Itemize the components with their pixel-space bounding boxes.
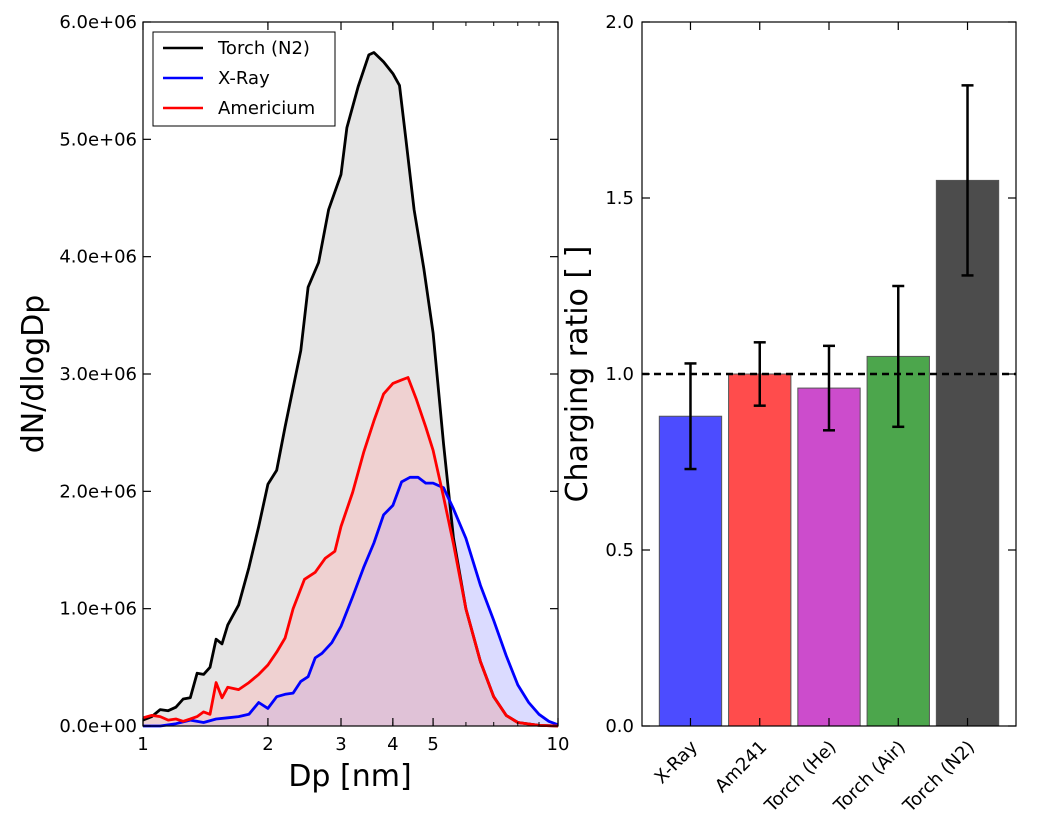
bars — [658, 179, 1000, 727]
y-tick-label: 5.0e+06 — [59, 129, 137, 150]
y-tick-label: 1.0e+06 — [59, 599, 137, 620]
error-bars — [684, 84, 974, 471]
series-lines — [142, 51, 559, 728]
area-americium — [143, 377, 558, 726]
y-tick-label: 3.0e+06 — [59, 364, 137, 385]
y-tick-label: 1.0 — [605, 364, 634, 385]
line-americium — [142, 376, 559, 728]
y-tick-label: 6.0e+06 — [59, 12, 137, 33]
y-tick-label: 0.0e+00 — [59, 716, 137, 737]
x-tick-label: 1 — [137, 734, 148, 755]
line-torch-n2 — [142, 51, 559, 728]
axis-ticks: 1 2 3 4 5 10 0.0e+00 1.0e+06 2.0e+06 3.0e+06 4.0e+… — [59, 12, 569, 755]
bar-torch-he — [797, 387, 861, 727]
legend-label-americium: Americium — [218, 98, 315, 119]
category-label: X-Ray — [651, 736, 703, 788]
x-tick-label: 2 — [262, 734, 273, 755]
y-axis-label-left: dN/dlogDp — [16, 295, 51, 454]
category-label: Torch (He) — [760, 737, 840, 817]
bar-am241 — [728, 373, 792, 727]
x-tick-label: 3 — [335, 734, 346, 755]
legend-label-torch: Torch (N2) — [217, 38, 310, 59]
line-x-ray — [143, 475, 559, 728]
size-distribution-chart: 1 2 3 4 5 10 0.0e+00 1.0e+06 2.0e+06 3.0e+06 4.0e+… — [16, 12, 569, 794]
x-tick-label: 5 — [427, 734, 438, 755]
category-label: Am241 — [711, 737, 771, 797]
legend-label-xray: X-Ray — [218, 68, 270, 89]
y-tick-label: 2.0 — [605, 12, 634, 33]
x-tick-label: 4 — [387, 734, 398, 755]
y-axis-label-right: Charging ratio [ ] — [560, 246, 595, 503]
y-tick-label: 0.5 — [605, 540, 634, 561]
x-axis-label-left: Dp [nm] — [288, 759, 411, 794]
category-label: Torch (Air) — [829, 737, 909, 817]
area-torch-n2 — [143, 52, 558, 726]
x-tick-label: 10 — [547, 734, 570, 755]
legend: Torch (N2) X-Ray Americium — [152, 31, 336, 127]
y-tick-label: 2.0e+06 — [59, 481, 137, 502]
y-tick-label: 0.0 — [605, 716, 634, 737]
y-tick-label: 4.0e+06 — [59, 247, 137, 268]
y-tick-label: 1.5 — [605, 188, 634, 209]
category-label: Torch (N2) — [898, 737, 979, 818]
